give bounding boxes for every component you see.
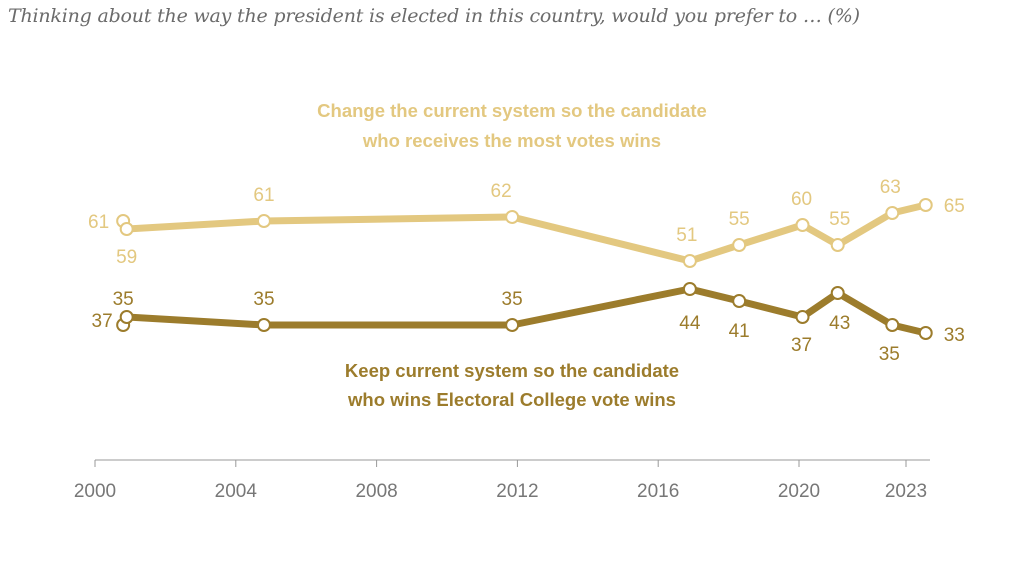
data-point	[830, 238, 845, 252]
data-label: 63	[880, 177, 901, 198]
data-label: 43	[829, 313, 850, 334]
data-point	[795, 218, 810, 232]
data-label: 41	[729, 321, 750, 342]
data-label: 37	[791, 335, 812, 356]
data-label: 35	[253, 289, 274, 310]
data-point	[795, 310, 810, 324]
data-label: 35	[879, 344, 900, 365]
data-label: 60	[791, 189, 812, 210]
data-label: 65	[944, 196, 965, 217]
data-label: 35	[113, 289, 134, 310]
data-label: 61	[253, 185, 274, 206]
series-label: Keep current system so the candidate	[345, 360, 679, 381]
data-label: 33	[944, 325, 965, 346]
x-tick-label: 2016	[637, 481, 679, 502]
chart-title: Thinking about the way the president is …	[8, 5, 860, 27]
x-tick-label: 2000	[74, 481, 116, 502]
data-point	[732, 294, 747, 308]
data-point	[885, 206, 900, 220]
data-label: 44	[679, 313, 701, 334]
data-point	[918, 198, 933, 212]
data-point	[918, 326, 933, 340]
data-point	[682, 254, 697, 268]
data-label: 59	[116, 247, 137, 268]
data-label: 35	[502, 289, 523, 310]
data-point	[830, 286, 845, 300]
data-label: 55	[729, 209, 750, 230]
data-label: 61	[88, 212, 109, 233]
data-point	[885, 318, 900, 332]
data-point	[256, 318, 271, 332]
data-point	[505, 210, 520, 224]
series-line-0	[126, 201, 927, 265]
series-label: Change the current system so the candida…	[317, 100, 707, 121]
series-label: who receives the most votes wins	[362, 130, 661, 151]
x-tick-label: 2020	[778, 481, 820, 502]
data-point	[119, 310, 134, 324]
data-point	[256, 214, 271, 228]
data-label: 55	[829, 209, 850, 230]
data-label: 51	[676, 225, 697, 246]
data-label: 62	[491, 181, 512, 202]
x-tick-label: 2012	[496, 481, 538, 502]
x-tick-label: 2004	[215, 481, 258, 502]
x-tick-label: 2023	[885, 481, 927, 502]
x-tick-label: 2008	[355, 481, 397, 502]
data-point	[505, 318, 520, 332]
data-point	[732, 238, 747, 252]
data-point	[682, 282, 697, 296]
data-point	[119, 222, 134, 236]
data-label: 37	[92, 311, 113, 332]
series-label: who wins Electoral College vote wins	[347, 389, 676, 410]
